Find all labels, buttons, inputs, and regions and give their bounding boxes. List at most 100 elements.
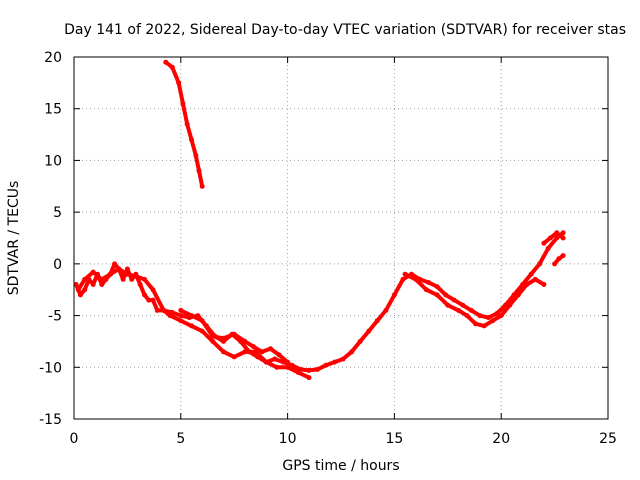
data-point (434, 292, 440, 298)
data-point (99, 276, 105, 282)
data-point (178, 318, 184, 324)
data-point (402, 271, 408, 277)
data-point (150, 297, 156, 303)
data-point (323, 362, 329, 368)
series-track-3 (76, 230, 566, 373)
data-point (161, 307, 167, 313)
data-point (178, 313, 184, 319)
data-point (189, 313, 194, 319)
data-point (189, 323, 194, 329)
data-point (456, 307, 461, 313)
data-point (90, 282, 96, 287)
y-tick-label: -10 (39, 360, 62, 376)
data-point (485, 315, 491, 321)
y-tick-label: 15 (44, 102, 62, 118)
data-point (75, 287, 81, 293)
y-tick-label: -5 (48, 309, 62, 325)
data-point (210, 338, 216, 344)
grid-lines (74, 57, 608, 419)
data-point (184, 121, 190, 127)
data-point (468, 307, 474, 313)
data-point (306, 367, 312, 373)
data-point (374, 318, 380, 324)
y-tick-labels: -15 -10 -5 0 5 10 15 20 (39, 50, 62, 428)
data-point (400, 276, 406, 282)
data-point (560, 253, 566, 259)
data-point (250, 344, 256, 350)
data-point (231, 354, 237, 360)
data-point (255, 354, 261, 360)
data-point (133, 273, 139, 279)
data-point (507, 302, 513, 308)
data-point (524, 282, 530, 287)
data-point (443, 292, 449, 298)
data-point (297, 366, 303, 372)
data-point (107, 271, 113, 277)
data-point (552, 261, 558, 267)
data-point (82, 276, 88, 282)
data-point (494, 311, 500, 316)
y-tick-label: 20 (44, 50, 62, 66)
x-tick-label: 10 (279, 431, 297, 447)
data-point (210, 333, 216, 339)
data-point (193, 152, 199, 158)
series-track-6 (541, 230, 566, 246)
data-point (532, 276, 538, 282)
data-point (306, 375, 312, 381)
data-point (142, 292, 147, 298)
data-point (445, 302, 451, 308)
data-point (199, 183, 205, 189)
data-point (515, 292, 521, 298)
data-point (82, 287, 88, 293)
data-point (541, 282, 547, 287)
data-point (460, 302, 466, 308)
data-point (196, 168, 202, 174)
data-point (129, 276, 135, 282)
x-tick-label: 20 (492, 431, 510, 447)
data-point (112, 261, 118, 267)
data-point (99, 282, 105, 287)
y-axis-label: SDTVAR / TECUs (6, 181, 22, 296)
data-point (189, 137, 194, 143)
data-point (246, 349, 252, 355)
x-tick-labels: 0 5 10 15 20 25 (70, 431, 617, 447)
data-point (498, 313, 504, 319)
data-point (481, 323, 487, 329)
data-point (357, 338, 363, 344)
data-point (199, 318, 205, 324)
data-point (231, 331, 237, 337)
x-tick-label: 5 (176, 431, 185, 447)
data-point (146, 297, 152, 303)
data-point (199, 328, 205, 334)
data-point (263, 359, 269, 365)
data-point (137, 282, 143, 287)
data-point (413, 276, 419, 282)
data-point (560, 230, 566, 236)
x-tick-label: 15 (385, 431, 403, 447)
data-point (150, 287, 156, 293)
data-point (423, 287, 429, 293)
data-point (490, 318, 496, 324)
data-point (289, 362, 295, 368)
data-point (547, 235, 553, 241)
data-point (426, 280, 432, 285)
x-tick-label: 0 (70, 431, 79, 447)
data-point (73, 282, 79, 287)
data-point (464, 313, 470, 319)
data-point (77, 292, 83, 298)
data-point (554, 230, 560, 236)
data-point (274, 364, 280, 370)
data-point (221, 349, 226, 355)
series-track-1 (163, 60, 205, 189)
data-point (366, 328, 372, 334)
series-track-5 (403, 272, 546, 328)
data-point (451, 297, 457, 303)
data-series (73, 59, 566, 381)
data-point (349, 349, 355, 355)
data-point (178, 307, 184, 313)
data-point (90, 269, 96, 275)
data-point (242, 338, 248, 344)
data-point (272, 356, 278, 362)
plot-frame (73, 56, 609, 420)
y-tick-label: 0 (53, 257, 62, 273)
